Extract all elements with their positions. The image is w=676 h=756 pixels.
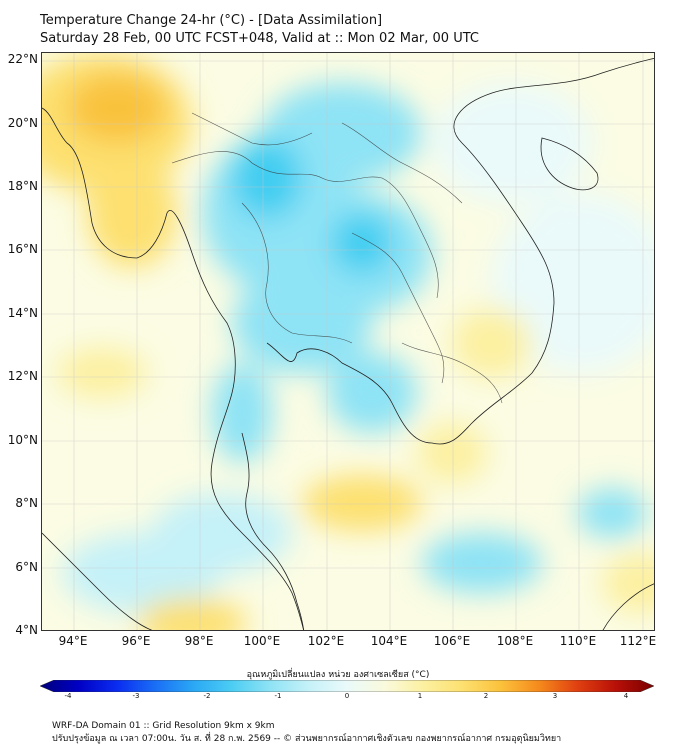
graticule: [42, 53, 654, 630]
lon-label-108: 108°E: [496, 634, 534, 648]
footer: WRF-DA Domain 01 :: Grid Resolution 9km …: [52, 720, 561, 746]
colorbar-tick-3: 3: [552, 692, 558, 700]
lon-label-94: 94°E: [58, 634, 88, 648]
warm-region-coast: [87, 158, 177, 268]
colorbar-tick-minus4: -4: [64, 692, 72, 700]
colorbar-tick-1: 1: [417, 692, 423, 700]
colorbar-tick-minus1: -1: [274, 692, 282, 700]
lon-label-98: 98°E: [184, 634, 214, 648]
cool-region-central: [232, 273, 372, 373]
warm-region-gulf-south: [302, 475, 422, 531]
cold-region-isan: [332, 213, 392, 273]
map-canvas: [42, 53, 654, 630]
colorbar: [40, 680, 654, 692]
colorbar-tick-0: 0: [344, 692, 350, 700]
coast-hainan: [540, 137, 599, 191]
colorbar-bar: [40, 680, 654, 692]
border-isan: [351, 232, 445, 384]
cool-region-south-sea: [422, 533, 542, 593]
lon-label-102: 102°E: [307, 634, 345, 648]
footer-credit: ปรับปรุงข้อมูล ณ เวลา 07:00น. วัน ส. ที่…: [52, 734, 562, 744]
temperature-change-map: [41, 52, 655, 631]
lat-label-8: 8°N: [15, 496, 38, 510]
border-thailand-north: [171, 151, 439, 299]
colorbar-tick-minus3: -3: [132, 692, 140, 700]
lat-label-16: 16°N: [7, 242, 38, 256]
colorbar-tick-4: 4: [623, 692, 629, 700]
cool-region-andaman: [212, 363, 272, 463]
coast-borneo: [602, 583, 654, 630]
footer-model-info: WRF-DA Domain 01 :: Grid Resolution 9km …: [52, 721, 275, 731]
border-myanmar: [191, 112, 313, 146]
coast-indochina: [266, 58, 654, 445]
lat-label-22: 22°N: [7, 52, 38, 66]
lon-label-96: 96°E: [121, 634, 151, 648]
lon-label-106: 106°E: [433, 634, 471, 648]
lon-label-104: 104°E: [370, 634, 408, 648]
lat-label-6: 6°N: [15, 560, 38, 574]
cool-region-gulf: [327, 353, 417, 433]
coast-sumatra: [42, 532, 153, 630]
lat-label-10: 10°N: [7, 433, 38, 447]
title-line-1: Temperature Change 24-hr (°C) - [Data As…: [40, 13, 383, 28]
colorbar-tick-minus2: -2: [203, 692, 211, 700]
pale-region-south-china-sea: [492, 193, 654, 373]
pale-region-vietnam: [432, 83, 592, 203]
border-thailand-central: [241, 202, 353, 344]
lat-label-4: 4°N: [15, 623, 38, 637]
hot-region-myanmar: [67, 73, 167, 143]
border-laos: [341, 122, 463, 204]
warm-region-cambodia: [452, 308, 532, 378]
chart-title: Temperature Change 24-hr (°C) - [Data As…: [40, 12, 479, 48]
warm-region-andaman-sea: [57, 348, 147, 398]
coastlines: [42, 58, 654, 630]
borders: [171, 112, 503, 404]
cold-region-chiangmai: [232, 138, 302, 218]
warm-region-mekong: [417, 423, 487, 483]
lat-label-18: 18°N: [7, 179, 38, 193]
cool-region-east: [577, 488, 647, 538]
lat-label-20: 20°N: [7, 116, 38, 130]
border-cambodia: [401, 342, 503, 404]
lat-label-12: 12°N: [7, 369, 38, 383]
lon-label-110: 110°E: [559, 634, 597, 648]
lon-label-100: 100°E: [243, 634, 281, 648]
lat-label-14: 14°N: [7, 306, 38, 320]
warm-region-sumatra: [137, 598, 247, 630]
colorbar-tick-2: 2: [483, 692, 489, 700]
coast-west-peninsula: [42, 107, 304, 630]
coast-east-peninsula: [241, 432, 305, 630]
colorbar-title: อุณหภูมิเปลี่ยนแปลง หน่วย องศาเซลเซียส (…: [246, 670, 430, 680]
lon-label-112: 112°E: [619, 634, 657, 648]
title-line-2: Saturday 28 Feb, 00 UTC FCST+048, Valid …: [40, 31, 479, 46]
